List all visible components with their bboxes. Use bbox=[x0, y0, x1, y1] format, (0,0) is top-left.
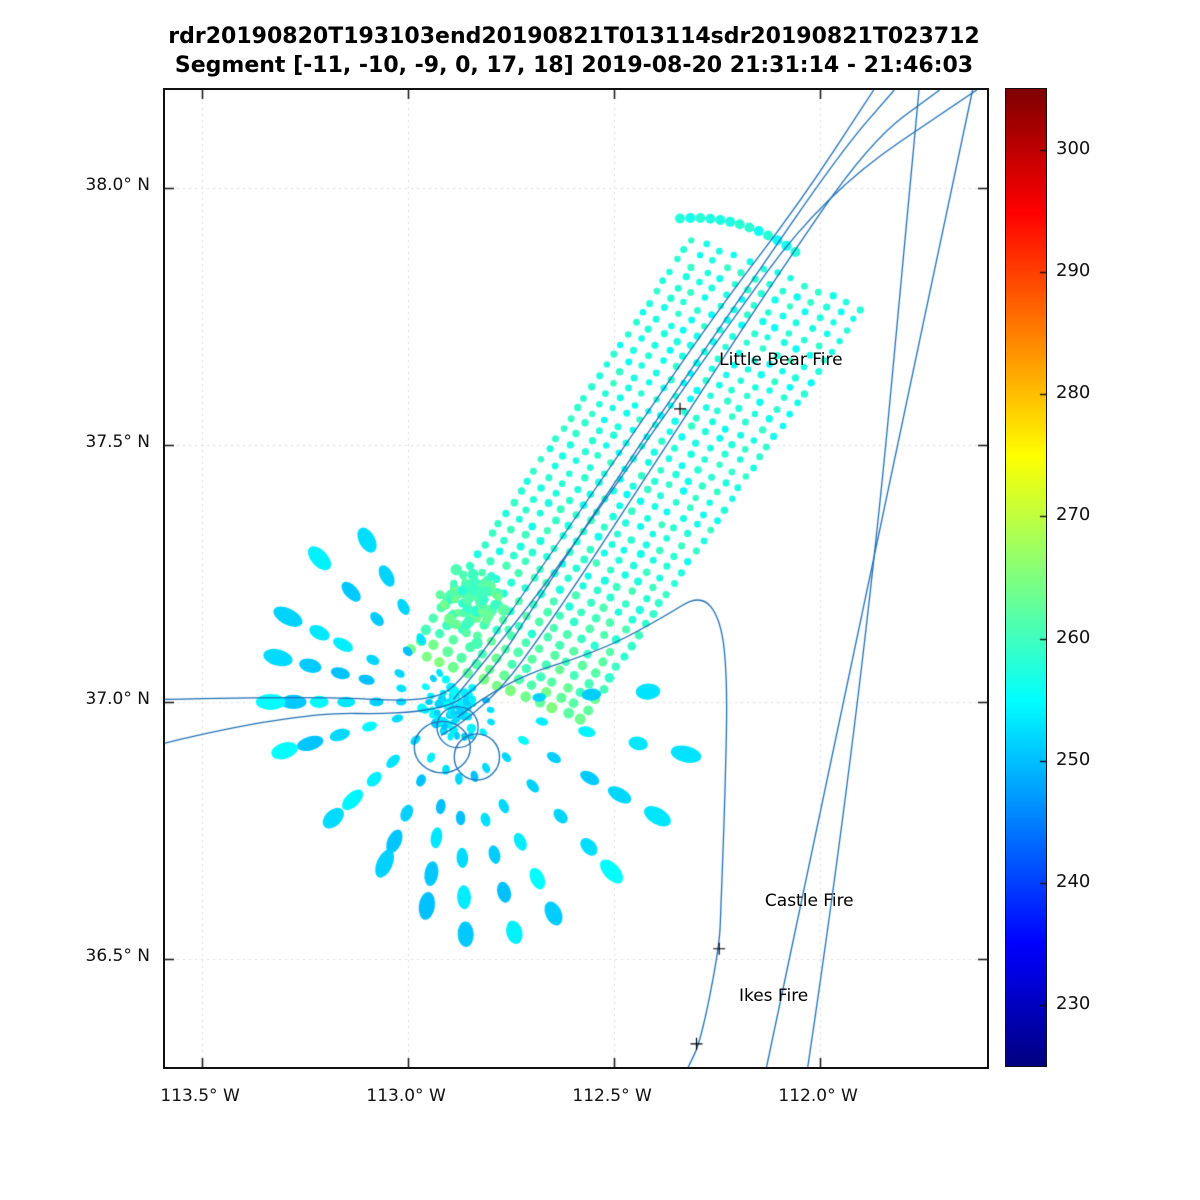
y-tick-label: 38.0° N bbox=[85, 174, 150, 195]
colorbar-tick-label: 280 bbox=[1056, 382, 1091, 404]
y-tick-label: 36.5° N bbox=[85, 946, 150, 967]
figure-title-line2: Segment [-11, -10, -9, 0, 17, 18] 2019-0… bbox=[174, 53, 974, 78]
x-tick-label: 113.0° W bbox=[366, 1086, 446, 1106]
colorbar-tick-label: 240 bbox=[1056, 870, 1091, 892]
colorbar-tick-label: 270 bbox=[1056, 504, 1091, 526]
x-tick-label: 112.0° W bbox=[778, 1086, 858, 1106]
map-plot-area: Little Bear Fire Castle Fire Ikes Fire bbox=[163, 88, 989, 1069]
y-tick-label: 37.5° N bbox=[85, 431, 150, 452]
figure-title-line1: rdr20190820T193103end20190821T013114sdr2… bbox=[168, 24, 980, 49]
colorbar-tick-label: 260 bbox=[1056, 626, 1091, 648]
fire-label-little-bear: Little Bear Fire bbox=[719, 349, 843, 370]
colorbar-tick-label: 290 bbox=[1056, 260, 1091, 282]
colorbar-canvas bbox=[1006, 89, 1046, 1066]
y-tick-label: 37.0° N bbox=[85, 688, 150, 709]
colorbar-tick-label: 250 bbox=[1056, 748, 1091, 770]
fire-label-castle: Castle Fire bbox=[764, 891, 854, 912]
colorbar-tick-label: 300 bbox=[1056, 138, 1091, 160]
colorbar bbox=[1005, 88, 1047, 1067]
figure-title: rdr20190820T193103end20190821T013114sdr2… bbox=[120, 22, 1028, 80]
plot-canvas bbox=[165, 90, 987, 1067]
x-tick-label: 112.5° W bbox=[572, 1086, 652, 1106]
fire-label-ikes: Ikes Fire bbox=[738, 986, 809, 1007]
x-tick-label: 113.5° W bbox=[160, 1086, 240, 1106]
colorbar-tick-label: 230 bbox=[1056, 992, 1091, 1014]
